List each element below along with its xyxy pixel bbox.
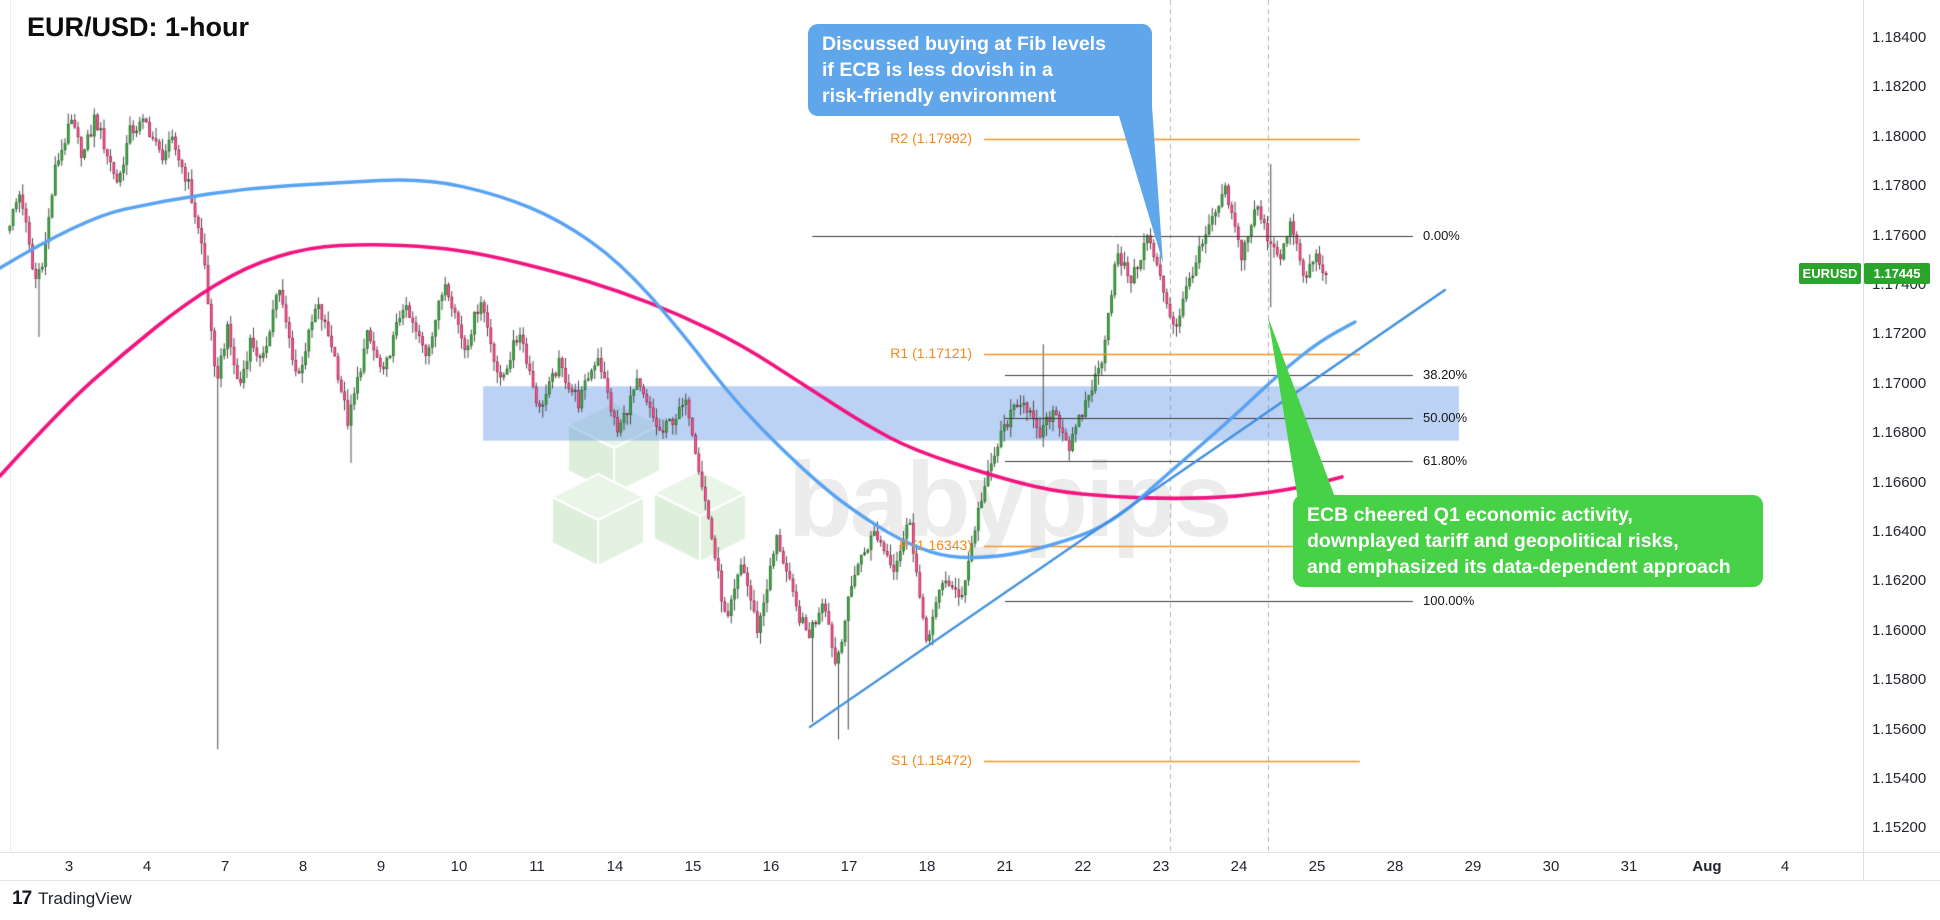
price-axis-label: 1.17800 [1872,177,1927,195]
annotation-line: downplayed tariff and geopolitical risks… [1307,530,1679,552]
fib-label-fib-100: 100.00% [1423,593,1475,609]
annotation-line: if ECB is less dovish in a [822,59,1053,81]
time-axis-label: Aug [1692,858,1722,875]
annotation-line: risk-friendly environment [822,85,1057,107]
price-axis-label: 1.16200 [1872,572,1927,590]
price-axis-label: 1.17600 [1872,226,1927,244]
time-axis-label: 22 [1074,858,1092,875]
time-axis-label: 25 [1308,858,1326,875]
time-axis-label: 30 [1542,858,1560,875]
price-axis-label: 1.18400 [1872,29,1927,46]
time-axis-label: 4 [142,858,152,875]
price-axis-label: 1.18000 [1872,127,1927,145]
price-axis-label: 1.15600 [1872,720,1927,738]
last-price-value: 1.17445 [1864,263,1930,284]
tradingview-icon: 17 [12,888,32,909]
time-axis-label: 9 [376,858,386,875]
tradingview-logo[interactable]: 17 TradingView [12,888,132,910]
time-axis-label: 18 [918,858,936,875]
time-axis-label: 14 [606,858,624,875]
tradingview-logo-text: TradingView [38,889,132,908]
chart-title: EUR/USD: 1-hour [27,12,249,42]
price-axis-label: 1.15200 [1872,819,1927,837]
fib-label-fib-0: 0.00% [1423,227,1460,243]
last-price-badge: EURUSD 1.17445 [1799,263,1939,284]
price-axis-label: 1.16600 [1872,473,1927,491]
fib-label-fib-382: 38.20% [1423,367,1468,383]
time-axis-label: 17 [840,858,858,875]
price-axis-label: 1.16800 [1872,424,1927,442]
pivot-label-r1: R1 (1.17121) [890,344,972,361]
time-axis-label: 8 [298,858,308,875]
price-axis-label: 1.15400 [1872,770,1927,787]
time-axis-label: 31 [1620,858,1638,875]
time-axis-label: 28 [1386,858,1404,875]
time-axis-label: 11 [529,858,545,875]
time-axis-label: 21 [996,858,1014,875]
price-axis-label: 1.18200 [1872,78,1927,96]
price-axis-label: 1.17000 [1872,374,1927,392]
price-axis-border [1863,0,1864,881]
time-axis-label: 3 [64,858,74,875]
time-axis-bottom-border [0,880,1940,881]
time-axis-label: 29 [1464,858,1482,875]
time-axis-label: 15 [684,858,702,875]
time-axis-top-border [0,852,1940,853]
time-axis-label: 10 [450,858,468,875]
fib-label-fib-50: 50.00% [1423,410,1468,426]
time-axis-label: 23 [1152,858,1170,875]
pivot-label-s1: S1 (1.15472) [891,752,972,769]
fib-label-fib-618: 61.80% [1423,453,1468,469]
time-axis-label: 24 [1230,858,1248,875]
annotation-line: ECB cheered Q1 economic activity, [1307,504,1633,526]
annotation-line: Discussed buying at Fib levels [822,33,1106,55]
price-axis-label: 1.15800 [1872,671,1927,689]
pivot-label-p: P (1.16343) [899,537,972,554]
time-axis-label: 16 [762,858,780,875]
time-axis-label: 4 [1780,858,1790,875]
price-axis-label: 1.16400 [1872,523,1927,540]
price-axis-label: 1.16000 [1872,621,1927,639]
symbol-badge: EURUSD [1799,263,1861,284]
annotation-line: and emphasized its data-dependent approa… [1307,556,1731,578]
annotation-ecb-statement: ECB cheered Q1 economic activity, downpl… [1293,495,1763,587]
annotation-buy-plan: Discussed buying at Fib levels if ECB is… [808,24,1152,116]
time-axis-label: 7 [220,858,230,875]
pivot-label-r2: R2 (1.17992) [890,129,972,146]
price-axis-label: 1.17200 [1872,325,1927,343]
